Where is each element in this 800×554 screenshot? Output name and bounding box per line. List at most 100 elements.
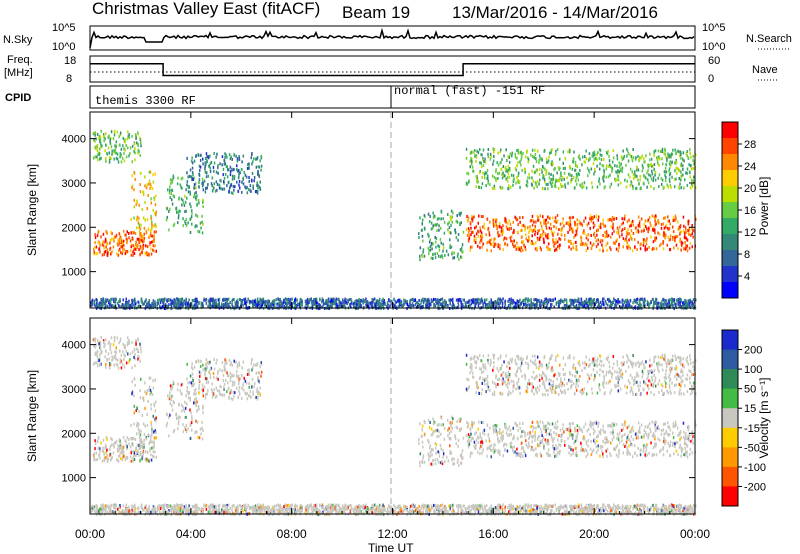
power-point (350, 299, 353, 303)
power-point (109, 138, 111, 141)
power-point (262, 297, 265, 301)
power-point (445, 304, 447, 308)
velocity-point (92, 338, 95, 342)
power-point (268, 305, 270, 309)
power-point (654, 228, 656, 232)
power-point (384, 302, 386, 306)
power-point (436, 229, 438, 232)
velocity-point (136, 450, 138, 454)
power-point (308, 299, 310, 303)
power-point (179, 183, 182, 187)
power-point (622, 245, 624, 249)
velocity-point (199, 427, 202, 431)
velocity-point (116, 363, 119, 367)
power-point (166, 207, 168, 211)
power-point (195, 224, 197, 228)
power-point (110, 157, 112, 160)
power-point (538, 182, 540, 186)
velocity-point (195, 419, 197, 423)
power-point (668, 227, 670, 231)
power-point (170, 182, 172, 185)
velocity-point (154, 409, 157, 413)
power-point (241, 190, 243, 194)
power-point (593, 223, 596, 227)
power-point (682, 164, 684, 168)
power-point (686, 183, 689, 187)
power-point (444, 253, 446, 257)
power-point (688, 246, 691, 250)
power-point (576, 164, 578, 168)
power-point (653, 215, 656, 219)
velocity-point (129, 352, 132, 356)
power-point (372, 300, 375, 304)
power-point (616, 170, 618, 174)
power-point (581, 222, 583, 226)
power-point (513, 300, 515, 304)
power-point (112, 137, 115, 141)
power-point (642, 243, 645, 247)
power-point (148, 170, 151, 174)
power-point (140, 300, 143, 304)
power-point (536, 185, 538, 189)
power-point (97, 158, 99, 162)
velocity-point (152, 386, 155, 390)
power-point (107, 251, 109, 255)
power-point (678, 185, 680, 189)
power-point (191, 166, 194, 170)
velocity-point (108, 362, 111, 365)
power-point (524, 155, 527, 159)
power-point (527, 226, 529, 229)
velocity-point (126, 445, 128, 449)
power-point (171, 202, 174, 206)
power-point (377, 299, 379, 303)
power-point (137, 304, 139, 308)
power-point (572, 215, 574, 219)
power-point (585, 297, 588, 301)
power-point (194, 225, 196, 229)
power-point (104, 240, 106, 244)
power-point (228, 189, 230, 193)
power-point (129, 152, 131, 156)
power-point (610, 300, 612, 304)
power-point (669, 303, 672, 307)
power-point (588, 158, 591, 161)
power-point (153, 249, 155, 253)
power-point (272, 299, 274, 303)
velocity-point (195, 388, 197, 392)
power-point (684, 178, 686, 182)
power-point (610, 302, 612, 306)
power-point (685, 171, 687, 175)
power-point (191, 178, 193, 182)
power-point (406, 300, 408, 304)
power-point (443, 220, 446, 224)
velocity-point (193, 401, 195, 405)
power-point (508, 298, 510, 301)
power-point (543, 241, 545, 245)
power-point (470, 158, 472, 162)
power-point (457, 252, 459, 256)
power-point (257, 171, 259, 175)
power-point (521, 169, 523, 172)
power-point (118, 240, 120, 244)
velocity-point (114, 356, 116, 360)
power-point (266, 305, 268, 309)
velocity-point (216, 358, 218, 362)
power-point (590, 297, 592, 301)
power-point (208, 300, 210, 304)
power-point (568, 224, 571, 228)
power-point (527, 239, 529, 243)
power-point (507, 300, 509, 303)
power-point (181, 176, 184, 180)
velocity-point (198, 407, 200, 411)
power-point (619, 163, 621, 167)
power-point (387, 303, 389, 307)
velocity-point (172, 382, 175, 385)
power-point (648, 305, 650, 309)
power-point (398, 305, 400, 309)
power-point (559, 174, 562, 177)
power-point (142, 302, 144, 306)
power-point (111, 152, 113, 156)
power-point (139, 153, 141, 157)
power-point (570, 227, 573, 231)
power-point (94, 241, 96, 245)
